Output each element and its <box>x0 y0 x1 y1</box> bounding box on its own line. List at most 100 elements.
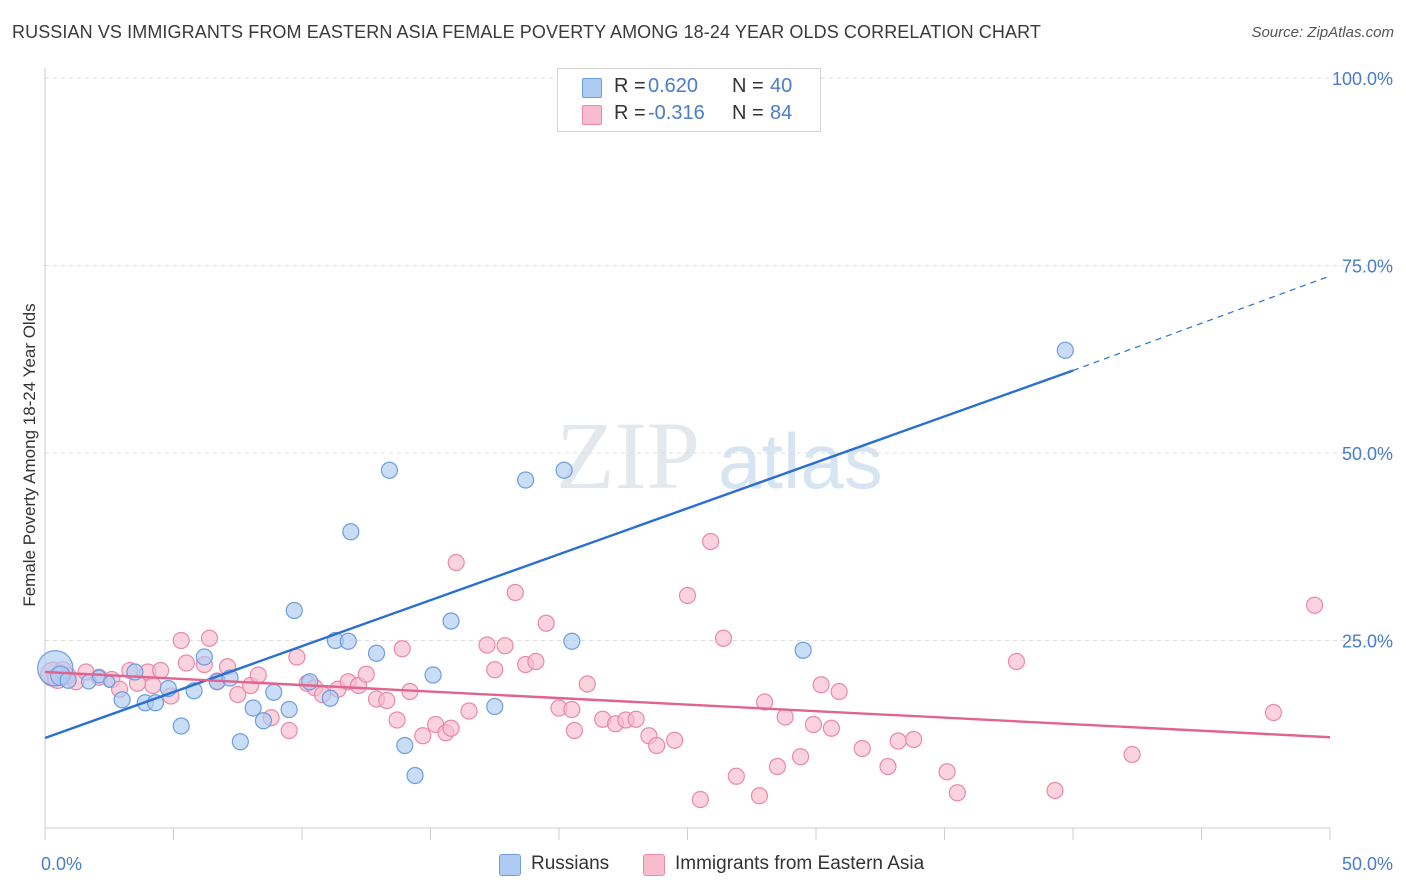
immigrants-point <box>152 661 170 680</box>
y-tick-label: 50.0% <box>1342 444 1393 464</box>
y-tick-label: 75.0% <box>1342 257 1393 277</box>
immigrants-point <box>537 614 555 632</box>
immigrants-point <box>727 767 745 785</box>
immigrants-point <box>565 721 584 740</box>
russians-point <box>285 601 303 620</box>
chart-title: RUSSIAN VS IMMIGRANTS FROM EASTERN ASIA … <box>12 22 1041 42</box>
correlation-stats-box: R = 0.620 N = 40 R = -0.316 N = 84 <box>557 68 821 132</box>
immigrants-point <box>249 666 267 684</box>
russians-point <box>113 691 131 709</box>
immigrants-point <box>879 757 897 776</box>
immigrants-point <box>563 700 581 719</box>
russians-trend-extension <box>1072 275 1331 372</box>
immigrants-swatch <box>582 105 602 125</box>
russians-trend-line <box>44 369 1074 740</box>
russians-point <box>442 612 460 630</box>
immigrants-point <box>1123 745 1141 764</box>
immigrants-point <box>442 719 460 737</box>
immigrants-point <box>853 739 871 758</box>
gridlines <box>45 77 1392 641</box>
russians-point <box>172 717 190 735</box>
immigrants-point <box>1305 596 1324 614</box>
watermark-atlas: atlas <box>718 417 883 505</box>
immigrants-point <box>447 553 465 572</box>
russians-point <box>516 471 535 489</box>
immigrants-point <box>768 757 787 776</box>
n-value: 84 <box>770 102 793 124</box>
russians-point <box>231 733 249 751</box>
source-label: Source: ZipAtlas.com <box>1251 24 1394 41</box>
russians-point <box>406 766 424 785</box>
immigrants-point <box>804 715 823 734</box>
immigrants-point <box>388 711 406 729</box>
immigrants-point <box>378 691 396 710</box>
n-label: N = <box>732 75 764 97</box>
immigrants-point <box>627 710 645 728</box>
immigrants-point <box>750 787 769 805</box>
data-points <box>37 69 1324 809</box>
russians-point <box>380 461 398 479</box>
russians-point <box>396 736 414 755</box>
immigrants-point <box>889 732 907 750</box>
russians-point <box>1056 341 1074 359</box>
immigrants-point <box>496 637 514 655</box>
n-value: 40 <box>770 75 793 97</box>
y-tick-label: 25.0% <box>1342 632 1393 652</box>
immigrants-point <box>393 640 411 658</box>
immigrants-point <box>822 719 841 737</box>
russians-point <box>555 461 573 479</box>
russians-point <box>342 523 360 541</box>
russians-point <box>367 644 386 662</box>
immigrants-point <box>506 583 524 602</box>
immigrants-point <box>288 648 306 666</box>
immigrants-point <box>776 708 794 726</box>
tick-labels: 25.0% 50.0% 75.0% 100.0% 0.0% 50.0% <box>41 69 1393 874</box>
immigrants-point <box>172 631 190 650</box>
russians-point <box>339 632 357 650</box>
immigrants-point <box>177 654 195 672</box>
immigrants-legend-swatch <box>643 854 665 876</box>
immigrants-point <box>486 661 504 679</box>
immigrants-point <box>691 790 709 809</box>
y-tick-label: 100.0% <box>1332 69 1393 89</box>
x-tick-label: 50.0% <box>1342 854 1393 874</box>
immigrants-point <box>1046 781 1064 800</box>
trend-lines <box>44 275 1331 740</box>
immigrants-point <box>948 784 966 802</box>
immigrants-point <box>938 763 956 781</box>
immigrants-trend-line <box>44 670 1331 739</box>
immigrants-point <box>791 748 810 766</box>
russians-point <box>244 699 262 717</box>
russians-point <box>486 697 504 716</box>
immigrants-point <box>755 693 774 711</box>
immigrants-point <box>905 730 923 749</box>
immigrants-point <box>678 586 697 605</box>
r-label: R = <box>614 102 646 124</box>
x-tick-label: 0.0% <box>41 854 82 874</box>
r-value: -0.316 <box>648 102 705 124</box>
immigrants-point <box>702 532 720 551</box>
russians-point <box>103 675 116 688</box>
russians-point <box>280 700 298 719</box>
immigrants-point <box>478 636 496 654</box>
immigrants-point <box>144 676 162 695</box>
russians-point <box>794 641 812 659</box>
immigrants-point <box>830 682 848 701</box>
immigrants-point <box>578 675 596 693</box>
watermark-zip: ZIP <box>556 402 700 509</box>
axes <box>44 68 1331 840</box>
russians-point <box>254 712 273 730</box>
immigrants-point <box>357 665 375 683</box>
russians-point <box>424 666 442 684</box>
immigrants-point <box>280 721 298 740</box>
r-value: 0.620 <box>648 75 699 97</box>
russians-point <box>265 683 283 701</box>
immigrants-point <box>460 702 478 720</box>
immigrants-point <box>229 685 247 704</box>
immigrants-point <box>200 629 219 647</box>
n-label: N = <box>732 102 764 124</box>
immigrants-point <box>648 736 666 755</box>
russians-point <box>563 632 581 650</box>
legend-label: Russians <box>531 853 610 874</box>
